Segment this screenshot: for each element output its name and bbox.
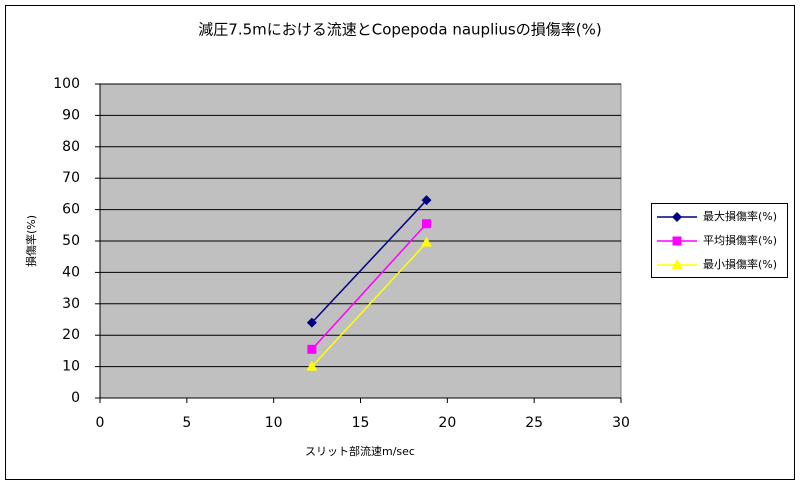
marker (421, 219, 431, 229)
x-tick-label: 25 (525, 415, 543, 431)
series-line (311, 199, 428, 324)
y-tick-label: 40 (62, 264, 80, 280)
marker (306, 317, 317, 328)
y-tick-label: 80 (62, 139, 80, 155)
chart-title: 減圧7.5mにおける流速とCopepoda naupliusの損傷率(%) (198, 21, 601, 39)
series-line (311, 242, 428, 368)
x-axis-label: スリット部流速m/sec (305, 444, 415, 458)
y-tick-label: 30 (62, 296, 80, 312)
marker (307, 344, 317, 354)
y-tick-label: 60 (62, 202, 80, 218)
x-tick-label: 30 (612, 415, 630, 431)
y-tick-label: 90 (62, 107, 80, 123)
x-tick-label: 20 (438, 415, 456, 431)
y-tick-label: 50 (62, 233, 80, 249)
legend-label: 平均損傷率(%) (703, 233, 777, 247)
marker (672, 236, 682, 246)
x-tick-label: 5 (182, 415, 191, 431)
marker (306, 360, 318, 371)
marker (421, 195, 432, 206)
series-line (311, 223, 428, 350)
marker (420, 236, 432, 247)
y-tick-label: 100 (53, 76, 80, 92)
x-tick-label: 10 (265, 415, 283, 431)
legend-label: 最大損傷率(%) (703, 209, 777, 223)
y-tick-label: 20 (62, 327, 80, 343)
marker (672, 212, 682, 222)
x-tick-label: 15 (352, 415, 370, 431)
marker (671, 259, 683, 269)
y-tick-label: 10 (62, 359, 80, 375)
x-tick-label: 0 (96, 415, 105, 431)
y-tick-label: 0 (71, 390, 80, 406)
y-axis-label: 損傷率(%) (24, 215, 38, 267)
y-tick-label: 70 (62, 170, 80, 186)
legend-label: 最小損傷率(%) (703, 257, 777, 271)
